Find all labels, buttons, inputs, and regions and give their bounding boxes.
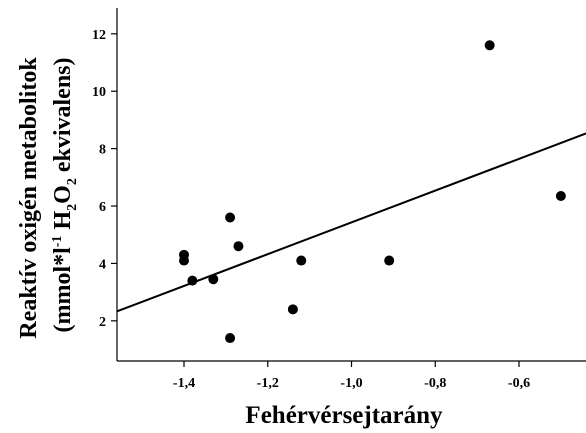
y-tick-label: 8 [99, 143, 106, 158]
x-axis-ticks: -1,4 -1,2 -1,0 -0,8 -0,6 [173, 361, 530, 391]
x-tick-label: -1,2 [257, 376, 279, 391]
data-point [233, 241, 244, 252]
y-tick-label: 2 [99, 315, 106, 330]
data-point [555, 190, 566, 201]
x-tick-label: -0,8 [424, 376, 446, 391]
trend-line [116, 132, 586, 313]
data-point [208, 274, 219, 285]
y-axis-title-line1: Reaktív oxigén metabolitok [16, 57, 42, 339]
y-tick-label: 6 [99, 200, 106, 215]
y-tick-label: 10 [92, 85, 106, 100]
data-point [384, 255, 395, 266]
data-point [287, 304, 298, 315]
data-point [187, 275, 198, 286]
plot-area: 2 4 6 8 10 12 -1,4 -1,2 -1,0 -0,8 -0,6 [92, 8, 586, 391]
x-axis-title: Fehérvérsejtarány [245, 402, 443, 429]
x-tick-label: -1,4 [173, 376, 195, 391]
y-axis-ticks: 2 4 6 8 10 12 [92, 28, 117, 330]
data-point [484, 40, 495, 51]
data-point [179, 255, 189, 266]
y-tick-label: 12 [92, 28, 106, 43]
x-tick-label: -0,6 [508, 376, 530, 391]
data-point [225, 333, 236, 344]
y-tick-label: 4 [99, 257, 106, 272]
x-tick-label: -1,0 [340, 376, 362, 391]
data-point [225, 212, 236, 223]
y-axis-title-line2: (mmol*l-1 H2O2 ekvivalens) [50, 58, 80, 333]
y-axis-title: Reaktív oxigén metabolitok (mmol*l-1 H2O… [16, 51, 80, 338]
data-point [296, 255, 307, 266]
data-points [179, 40, 566, 344]
